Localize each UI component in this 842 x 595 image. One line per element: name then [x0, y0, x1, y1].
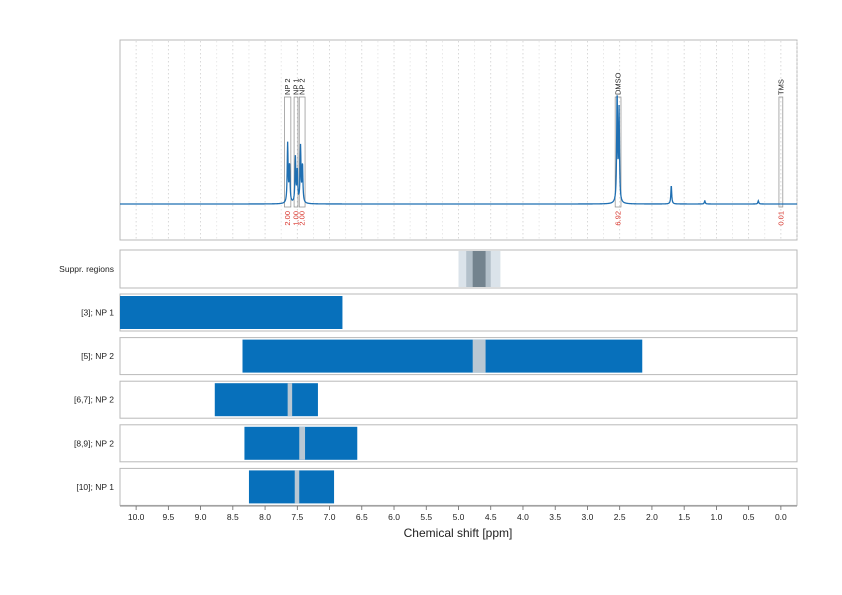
x-tick-label: 2.5	[614, 512, 626, 522]
region-panel: [10]; NP 1	[76, 467, 798, 506]
x-axis-label: Chemical shift [ppm]	[404, 526, 513, 540]
x-tick-label: 7.0	[324, 512, 336, 522]
x-tick-label: 2.0	[646, 512, 658, 522]
x-tick-label: 5.5	[420, 512, 432, 522]
region-gap	[294, 470, 300, 504]
region-gap	[287, 383, 293, 417]
x-tick-label: 5.0	[453, 512, 465, 522]
suppression-label: Suppr. regions	[59, 264, 114, 274]
x-tick-label: 10.0	[128, 512, 145, 522]
x-tick-label: 6.5	[356, 512, 368, 522]
region-gap	[299, 426, 306, 460]
x-tick-label: 4.5	[485, 512, 497, 522]
integral-label: NP 1	[292, 78, 301, 95]
region-label: [5]; NP 2	[81, 351, 114, 361]
spectrum-line	[120, 95, 797, 205]
region-frame	[119, 467, 798, 506]
integral-value: 0.01	[776, 211, 785, 226]
integral-label: TMS	[776, 79, 785, 95]
integral-box	[284, 96, 292, 208]
x-tick-label: 0.0	[775, 512, 787, 522]
region-panels: [3]; NP 1 [5]; NP 2 [6,7]; NP 2 [8,9]; NP 2…	[74, 293, 798, 506]
region-label: [10]; NP 1	[76, 482, 114, 492]
integral-box	[298, 96, 306, 208]
region-label: [3]; NP 1	[81, 308, 114, 318]
x-tick-label: 1.5	[678, 512, 690, 522]
x-tick-label: 3.5	[549, 512, 561, 522]
integral-value: 1.00	[292, 211, 301, 226]
x-tick-label: 4.0	[517, 512, 529, 522]
suppression-band	[472, 251, 486, 287]
integral-value: 6.92	[614, 211, 623, 226]
spectrum-panel: NP 2 2.00 NP 1 1.00 NP 2 2.00 DMSO 6.92 TMS 0.01	[119, 39, 798, 241]
region-bar	[120, 296, 343, 329]
x-tick-label: 3.0	[582, 512, 594, 522]
x-tick-label: 7.5	[291, 512, 303, 522]
region-bar	[214, 383, 318, 417]
region-bar	[242, 339, 643, 373]
x-tick-label: 9.5	[162, 512, 174, 522]
region-bar	[248, 470, 335, 504]
x-tick-label: 1.0	[710, 512, 722, 522]
region-panel: [8,9]; NP 2	[74, 424, 798, 463]
region-label: [6,7]; NP 2	[74, 395, 114, 405]
x-tick-label: 6.0	[388, 512, 400, 522]
region-gap	[472, 339, 486, 373]
x-tick-label: 9.0	[195, 512, 207, 522]
x-tick-label: 8.5	[227, 512, 239, 522]
integral-value: 2.00	[283, 211, 292, 226]
x-tick-label: 0.5	[743, 512, 755, 522]
integral-value: 2.00	[298, 211, 307, 226]
suppression-panel: Suppr. regions	[59, 249, 798, 289]
integral-label: NP 2	[298, 78, 307, 95]
integral-box	[778, 96, 784, 208]
x-axis: 10.0 9.5 9.0 8.5 8.0 7.5 7.0 6.5 6.0 5.5 5.0 4.5 4.0…	[120, 505, 797, 522]
integral-label: NP 2	[283, 78, 292, 95]
region-panel: [6,7]; NP 2	[74, 380, 798, 419]
x-tick-label: 8.0	[259, 512, 271, 522]
integral-box	[293, 96, 299, 208]
region-label: [8,9]; NP 2	[74, 438, 114, 448]
region-panel: [3]; NP 1	[81, 293, 798, 332]
region-frame	[119, 424, 798, 463]
region-panel: [5]; NP 2	[81, 337, 798, 376]
integral-box	[614, 96, 622, 208]
integral-label: DMSO	[614, 72, 623, 95]
